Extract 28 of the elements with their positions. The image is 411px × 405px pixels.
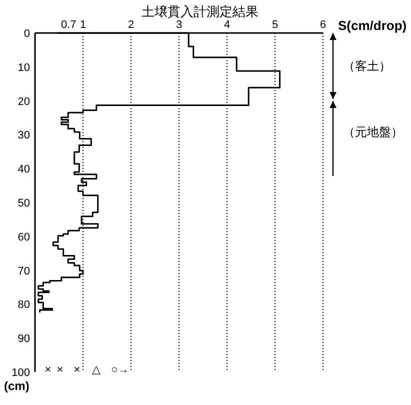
chart-title: 土壌貫入計測定結果 — [142, 4, 258, 19]
y-tick-label: 60 — [18, 231, 30, 244]
y-tick-label: 50 — [18, 198, 30, 210]
annotation: ○→ — [111, 364, 129, 376]
y-tick-label: 20 — [18, 96, 30, 108]
annotation: × — [44, 364, 52, 376]
x-tick-label: 1 — [80, 19, 86, 31]
x-tick-label: 3 — [176, 19, 182, 31]
x-tick-label: 0.7 — [60, 19, 76, 31]
x-tick-label: 4 — [224, 19, 230, 31]
y-tick-label: 10 — [18, 62, 30, 74]
y-tick-label: 80 — [18, 299, 30, 312]
x-tick-label: 6 — [320, 19, 326, 31]
y-tick-label: 70 — [18, 265, 30, 278]
x-tick-label: 5 — [272, 19, 278, 31]
text: （客土） — [343, 59, 391, 73]
x-axis-title: S(cm/drop) — [338, 18, 407, 33]
annotation: × — [56, 364, 64, 376]
y-tick-label: 90 — [18, 333, 30, 346]
annotation: × — [74, 364, 80, 376]
y-tick-label: 0 — [24, 28, 30, 40]
y-tick-label: 30 — [18, 130, 30, 142]
y-axis-title: (cm) — [4, 379, 30, 393]
text: （元地盤） — [343, 125, 403, 139]
annotation: △ — [92, 364, 101, 376]
x-tick-label: 2 — [128, 19, 134, 31]
y-tick-label: 100 — [12, 367, 30, 379]
y-tick-label: 40 — [18, 164, 30, 176]
